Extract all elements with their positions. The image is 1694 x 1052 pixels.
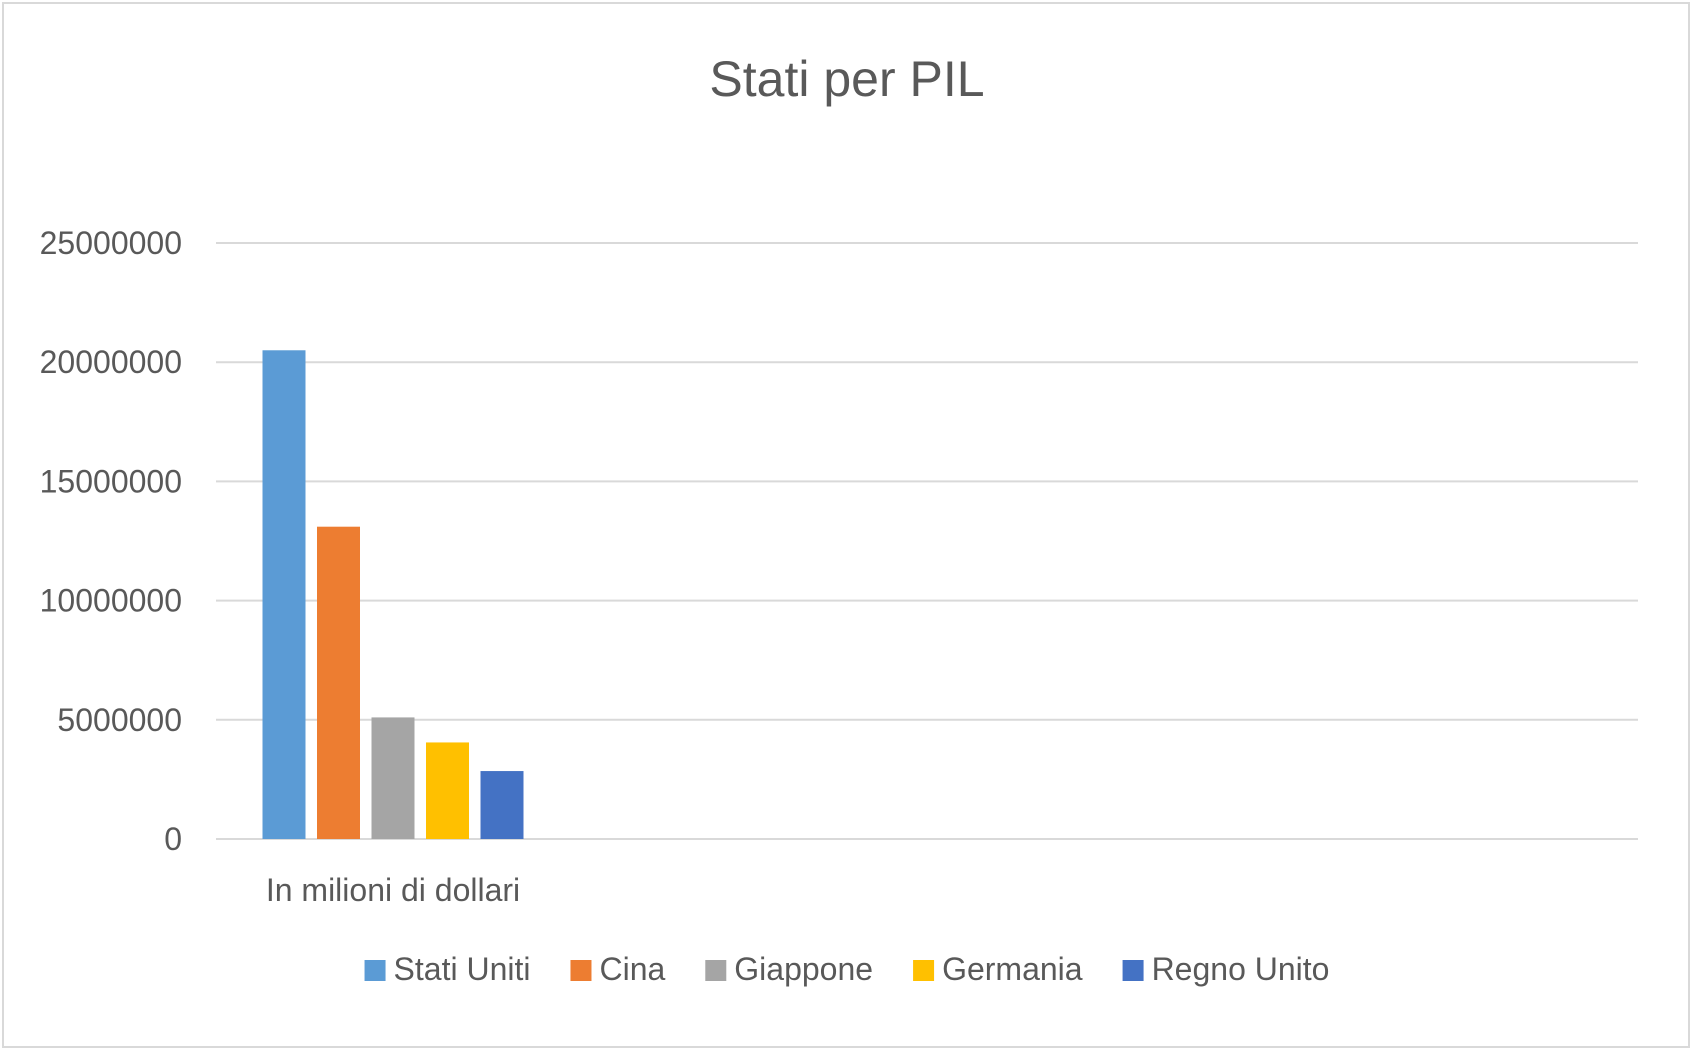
- bar-germania: [426, 742, 469, 839]
- legend-swatch: [1122, 960, 1144, 981]
- legend-swatch: [570, 960, 592, 981]
- legend-swatch: [705, 960, 727, 981]
- bar-giappone: [371, 717, 415, 839]
- legend-swatch: [364, 960, 386, 981]
- y-tick-label: 0: [164, 821, 182, 857]
- y-tick-label: 15000000: [40, 463, 182, 499]
- legend-label: Regno Unito: [1152, 951, 1330, 987]
- legend-swatch: [913, 960, 935, 981]
- y-tick-label: 20000000: [40, 344, 182, 380]
- legend-label: Stati Uniti: [394, 951, 531, 987]
- bar-cina: [317, 526, 360, 839]
- y-axis-ticks: 0 5000000 10000000 15000000 20000000 25000000: [40, 225, 182, 857]
- bar-regno-unito: [480, 771, 524, 839]
- bar-stati-uniti: [262, 350, 306, 839]
- legend-label: Giappone: [734, 951, 873, 987]
- legend: Stati Uniti Cina Giappone Germania Regno Uni…: [364, 951, 1330, 987]
- chart-title: Stati per PIL: [709, 51, 984, 107]
- y-tick-label: 5000000: [57, 702, 182, 738]
- legend-label: Germania: [942, 951, 1083, 987]
- x-category-label: In milioni di dollari: [266, 872, 520, 908]
- bars: [262, 350, 524, 839]
- y-tick-label: 10000000: [40, 583, 182, 619]
- legend-label: Cina: [599, 951, 665, 987]
- y-tick-label: 25000000: [40, 225, 182, 261]
